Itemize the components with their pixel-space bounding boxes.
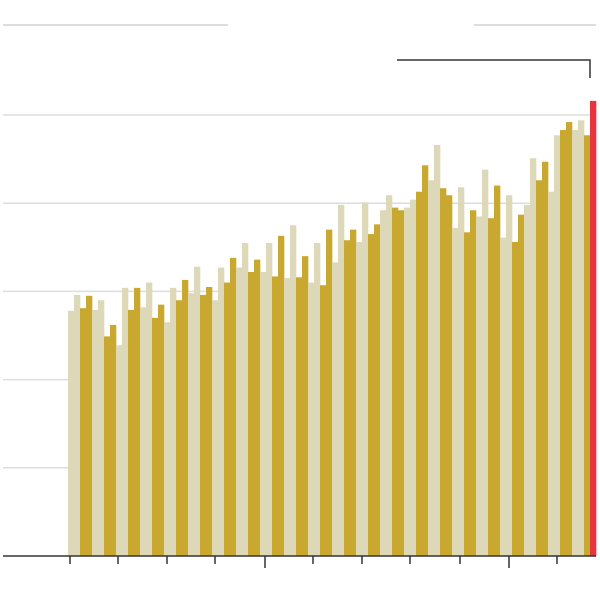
bar xyxy=(368,234,375,556)
bar xyxy=(374,224,381,557)
bar xyxy=(176,300,183,556)
bar xyxy=(536,180,543,556)
bar xyxy=(440,188,447,556)
bar xyxy=(380,210,387,557)
bar xyxy=(260,271,267,556)
bar xyxy=(164,322,171,556)
bar xyxy=(116,345,123,556)
bar xyxy=(578,120,585,557)
bar xyxy=(146,282,153,556)
bar xyxy=(404,207,411,557)
bar xyxy=(530,158,537,556)
bar xyxy=(236,267,243,556)
bar xyxy=(356,242,363,556)
bar xyxy=(224,282,231,556)
bracket xyxy=(397,59,591,78)
bar xyxy=(248,271,255,556)
bar xyxy=(464,232,471,556)
bar xyxy=(254,259,261,556)
bar xyxy=(524,204,531,557)
bar xyxy=(554,135,561,556)
bar xyxy=(332,262,339,556)
bar xyxy=(80,308,87,556)
bar xyxy=(290,225,297,556)
bar xyxy=(230,257,237,556)
bar xyxy=(98,300,105,556)
bar xyxy=(434,144,441,556)
bar xyxy=(500,237,507,556)
bar xyxy=(86,295,93,556)
bar xyxy=(110,324,117,556)
bar xyxy=(134,287,141,556)
bar xyxy=(518,214,525,556)
bar xyxy=(302,256,309,556)
bar xyxy=(398,210,405,557)
bar xyxy=(458,187,465,556)
bar xyxy=(416,191,423,556)
bar xyxy=(428,180,435,556)
bar xyxy=(284,278,291,556)
bar xyxy=(152,317,159,556)
bar xyxy=(200,294,207,556)
bar xyxy=(482,169,489,556)
bar xyxy=(314,242,321,556)
bar xyxy=(242,242,249,556)
bar xyxy=(590,100,597,556)
bar xyxy=(188,293,195,556)
bar xyxy=(182,279,189,556)
bar xyxy=(512,242,519,556)
bar xyxy=(392,207,399,557)
bar xyxy=(506,195,513,556)
bar xyxy=(206,286,213,556)
bar xyxy=(476,216,483,556)
bar xyxy=(470,210,477,557)
bar xyxy=(410,199,417,556)
bar xyxy=(170,287,177,556)
bar xyxy=(104,336,111,556)
bar xyxy=(266,242,273,556)
x-ticks xyxy=(69,556,558,568)
bar xyxy=(560,129,567,556)
bar xyxy=(326,229,333,556)
bar xyxy=(218,267,225,556)
bar xyxy=(158,304,165,556)
bar xyxy=(566,122,573,556)
bar xyxy=(362,202,369,556)
bar xyxy=(488,218,495,556)
bar xyxy=(74,294,81,556)
bar xyxy=(344,240,351,556)
bar xyxy=(68,310,75,556)
bar xyxy=(122,287,129,556)
bar xyxy=(494,185,501,556)
bar xyxy=(584,135,591,556)
bar xyxy=(422,165,429,557)
bar xyxy=(446,195,453,556)
bar xyxy=(386,195,393,556)
bar xyxy=(272,276,279,556)
bar xyxy=(140,307,147,556)
bar xyxy=(92,309,99,556)
bar xyxy=(308,282,315,556)
bar xyxy=(194,266,201,556)
bar xyxy=(296,277,303,556)
bar xyxy=(542,161,549,556)
bar xyxy=(572,129,579,556)
bar xyxy=(350,229,357,556)
bar xyxy=(212,300,219,556)
bar xyxy=(452,227,459,556)
bar xyxy=(338,204,345,557)
bar xyxy=(128,309,135,556)
bar xyxy=(320,285,327,556)
bar xyxy=(278,235,285,557)
bar xyxy=(548,191,555,556)
